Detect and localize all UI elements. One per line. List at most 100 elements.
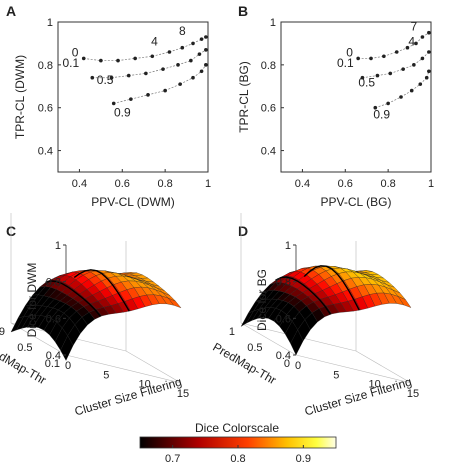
annotation-b: 0	[346, 45, 353, 59]
x-tick-label-b: 0.4	[295, 178, 310, 190]
surface-cell-c	[167, 297, 182, 309]
data-point-a	[197, 52, 202, 56]
y-tick-label-c: 0.9	[0, 326, 5, 338]
y-tick-label-b: 0.6	[261, 103, 276, 115]
annotation-b: 4	[408, 35, 415, 49]
data-point-b	[427, 50, 431, 54]
panel-letter-d: D	[238, 223, 248, 239]
data-point-b	[427, 69, 431, 74]
z-tick-label-c: 0.4	[46, 350, 61, 362]
connector-a	[152, 51, 170, 57]
x-tick-label-a: 0.8	[157, 178, 172, 190]
x-tick-label-b: 0.8	[380, 178, 395, 190]
data-point-a	[189, 58, 193, 63]
x-tick-label-b: 0.6	[338, 178, 353, 190]
z-tick-label-c: 1	[55, 240, 61, 252]
connector-a	[128, 73, 146, 76]
contour-line-d	[303, 265, 360, 311]
data-point-b	[386, 101, 390, 106]
data-point-b	[424, 75, 429, 80]
data-point-a	[204, 48, 208, 52]
connector-b	[387, 96, 402, 104]
x-axis-label-a: PPV-CL (DWM)	[91, 195, 175, 209]
x-tick-label-b: 1	[428, 178, 434, 190]
connector-a	[135, 55, 153, 59]
data-point-a	[144, 71, 148, 76]
x-tick-label-c: 0	[65, 360, 71, 372]
data-point-a	[199, 69, 204, 74]
annotation-a: 0.5	[97, 73, 114, 87]
connector-a	[165, 83, 181, 91]
ticks-a: 0.4 0.6 0.8 1 0.4 0.6 0.8 1	[38, 17, 211, 190]
data-point-a	[204, 35, 208, 39]
annotation-b: 0.1	[337, 56, 354, 70]
data-point-a	[178, 82, 182, 86]
x-tick-label-d: 10	[369, 379, 381, 391]
data-point-b	[409, 88, 414, 93]
data-point-b	[356, 56, 360, 61]
panel-letter-a: A	[6, 3, 16, 19]
data-point-b	[369, 56, 373, 61]
data-point-b	[360, 75, 365, 80]
data-point-b	[399, 95, 403, 99]
y-tick-label-b: 1	[270, 17, 276, 29]
annotation-a: 0.9	[114, 105, 131, 119]
y-tick-label-a: 0.8	[38, 60, 53, 72]
x-tick-label-c: 5	[103, 369, 109, 381]
connector-a	[179, 77, 194, 85]
x-tick-label-a: 0.6	[115, 178, 130, 190]
data-point-b	[412, 63, 416, 67]
z-tick-label-c: 0.6	[46, 313, 61, 325]
data-point-a	[167, 50, 172, 54]
colorbar-tick-label: 0.9	[296, 453, 311, 465]
data-point-a	[204, 63, 208, 67]
connector-b	[370, 55, 384, 59]
x-axis-label-d: Cluster Size Filtering	[303, 375, 413, 419]
x-tick-label-c: 10	[139, 379, 151, 391]
x-tick-label-c: 15	[177, 388, 189, 400]
connector-b	[375, 103, 389, 109]
y-tick-label-b: 0.4	[261, 146, 276, 158]
data-point-b	[420, 35, 425, 39]
connector-b	[390, 68, 404, 74]
data-point-a	[191, 75, 195, 80]
x-axis-label-b: PPV-CL (BG)	[321, 195, 392, 209]
marks-b: 74 00.1 0.5 0.9	[337, 20, 431, 121]
y-axis-label-a: TPR-CL (DWM)	[13, 55, 27, 139]
z-axis-label-d: Dice for BG	[255, 269, 269, 331]
data-point-a	[161, 67, 165, 71]
connector-b	[377, 73, 391, 76]
panel-letter-b: B	[238, 3, 248, 19]
data-point-b	[388, 71, 393, 76]
data-point-b	[382, 54, 386, 59]
x-tick-label-d: 5	[333, 369, 339, 381]
connector-a	[130, 94, 149, 100]
panel-a: A 0.4 0.6 0.8 1 0.4 0.6 0.8 1 00.1 4 8 0.5 0.9 PPV-…	[6, 3, 211, 209]
y-tick-label-d: 1	[229, 326, 235, 338]
data-point-a	[150, 54, 155, 59]
connector-a	[147, 90, 166, 96]
data-point-a	[163, 88, 167, 93]
annotation-b: 0.5	[358, 75, 375, 89]
annotation-b: 0.9	[373, 107, 390, 121]
y-tick-label-d: 0.5	[247, 342, 262, 354]
z-tick-label-d: 1	[285, 240, 291, 252]
annotation-a: 0.1	[63, 56, 80, 70]
y-tick-label-a: 0.4	[38, 146, 53, 158]
connector-a	[117, 58, 136, 61]
y-axis-label-b: TPR-CL (BG)	[237, 61, 251, 133]
data-point-a	[199, 37, 204, 41]
data-point-a	[180, 45, 185, 50]
data-point-a	[99, 58, 103, 63]
surface-cell-d	[397, 296, 412, 308]
data-point-b	[394, 50, 399, 54]
colorbar-ticks: 0.7 0.8 0.9	[165, 445, 311, 465]
connector-a	[182, 43, 194, 49]
connector-a	[162, 64, 179, 70]
data-point-b	[373, 105, 378, 110]
contour-line-c	[73, 269, 130, 312]
connector-a	[145, 68, 164, 74]
